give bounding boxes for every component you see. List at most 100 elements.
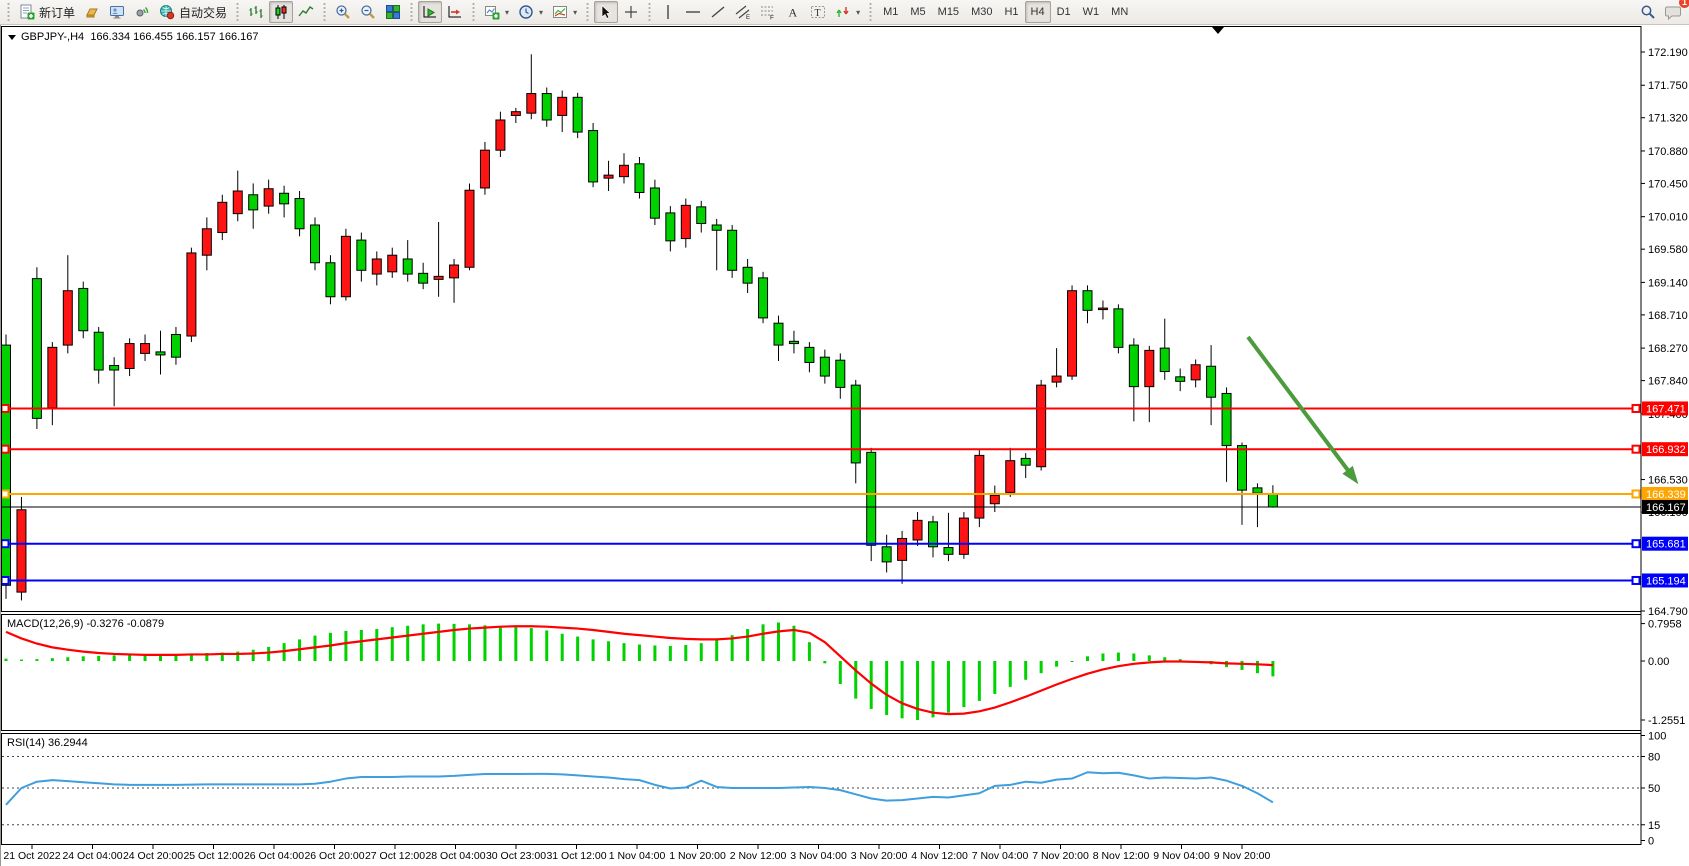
line-handle[interactable]: [1631, 539, 1641, 549]
terminal-button[interactable]: [105, 1, 129, 23]
signal-icon: [136, 7, 149, 17]
timeframe-m5-button[interactable]: M5: [904, 1, 931, 23]
new-order-button[interactable]: 新订单: [15, 1, 79, 23]
price-tick-label: 169.140: [1648, 277, 1688, 289]
timeframe-m15-button[interactable]: M15: [932, 1, 965, 23]
time-tick-label: 1 Nov 20:00: [669, 850, 726, 862]
zoom-in-button[interactable]: [331, 1, 355, 23]
rsi-indicator-label: RSI(14) 36.2944: [7, 737, 88, 749]
search-button[interactable]: [1636, 1, 1660, 23]
timeframe-m30-button[interactable]: M30: [965, 1, 998, 23]
periods-button[interactable]: ▾: [514, 1, 547, 23]
line-handle[interactable]: [1631, 489, 1641, 499]
timeframe-h4-button[interactable]: H4: [1024, 1, 1051, 23]
macd-histogram-bar: [668, 645, 672, 661]
line-handle[interactable]: [0, 539, 10, 549]
indicators-button[interactable]: ▾: [480, 1, 513, 23]
market-watch-button[interactable]: [80, 1, 104, 23]
price-axis[interactable]: 172.190 171.750 171.320 170.880 170.450 170.0…: [1640, 25, 1689, 866]
group-grip[interactable]: [471, 3, 477, 21]
macd-histogram-bar: [529, 628, 533, 661]
candle-body: [356, 239, 367, 271]
channel-tool-button[interactable]: E: [731, 1, 755, 23]
candle-body: [279, 192, 290, 205]
price-tick-label: 169.580: [1648, 244, 1688, 256]
timeframe-m1-button[interactable]: M1: [877, 1, 904, 23]
auto-trading-button[interactable]: 自动交易: [155, 1, 231, 23]
line-handle[interactable]: [1631, 575, 1641, 585]
group-grip[interactable]: [322, 3, 328, 21]
macd-histogram-bar: [390, 627, 394, 661]
time-tick-label: 24 Oct 20:00: [123, 850, 183, 862]
macd-histogram-bar: [838, 661, 842, 685]
zoom-out-button[interactable]: [356, 1, 380, 23]
gold-bar-icon: [86, 8, 98, 18]
timeframe-d1-button[interactable]: D1: [1051, 1, 1077, 23]
text-tool-button[interactable]: A: [781, 1, 805, 23]
macd-histogram-bar: [993, 661, 997, 694]
macd-histogram-bar: [1271, 661, 1275, 677]
line-handle[interactable]: [0, 403, 10, 413]
templates-button[interactable]: ▾: [548, 1, 581, 23]
bar-chart-mode-button[interactable]: [244, 1, 268, 23]
price-tick-label: 168.270: [1648, 343, 1688, 355]
group-grip[interactable]: [868, 3, 874, 21]
crosshair-tool-button[interactable]: [619, 1, 643, 23]
alerts-button[interactable]: [130, 1, 154, 23]
chart-shift-marker-icon[interactable]: [1212, 27, 1224, 34]
candle-body: [1190, 364, 1201, 381]
group-grip[interactable]: [585, 3, 591, 21]
timeframe-mn-button[interactable]: MN: [1105, 1, 1134, 23]
line-handle[interactable]: [0, 444, 10, 454]
group-grip[interactable]: [235, 3, 241, 21]
macd-tick-label: 0.7958: [1648, 619, 1682, 631]
candlestick-mode-button[interactable]: [269, 1, 294, 23]
timeframe-w1-button[interactable]: W1: [1077, 1, 1106, 23]
template-icon: [553, 6, 568, 18]
arrows-tool-button[interactable]: ▾: [831, 1, 864, 23]
toolbar-grip[interactable]: [6, 3, 11, 21]
arrow-annotation[interactable]: [1246, 335, 1359, 485]
price-tick-label: 167.840: [1648, 376, 1688, 388]
candle-body: [974, 454, 985, 519]
group-grip[interactable]: [409, 3, 415, 21]
macd-histogram-bar: [174, 653, 178, 661]
macd-histogram-bar: [97, 655, 101, 661]
main-toolbar: 新订单 自动交易: [0, 0, 1689, 25]
text-label-tool-button[interactable]: T: [806, 1, 830, 23]
line-handle[interactable]: [0, 575, 10, 585]
macd-histogram-bar: [421, 624, 425, 661]
vertical-line-tool-button[interactable]: [656, 1, 680, 23]
fibonacci-tool-button[interactable]: F: [756, 1, 780, 23]
macd-tick-label: -1.2551: [1648, 715, 1685, 727]
dropdown-caret: ▾: [856, 7, 861, 17]
one-click-trading-arrow-icon[interactable]: [8, 34, 16, 40]
macd-histogram-bar: [916, 661, 920, 720]
cursor-tool-button[interactable]: [594, 1, 619, 23]
horizontal-line-tool-button[interactable]: [681, 1, 705, 23]
candle-body: [989, 494, 1000, 505]
rsi-tick-label: 80: [1648, 752, 1660, 764]
group-grip[interactable]: [647, 3, 653, 21]
trendline-tool-button[interactable]: [706, 1, 730, 23]
chart-shift-button[interactable]: [443, 1, 467, 23]
auto-scroll-icon: [423, 6, 437, 18]
time-axis[interactable]: 21 Oct 2022 24 Oct 04:00 24 Oct 20:00 25 Oc…: [3, 845, 1270, 862]
macd-histogram-bar: [1101, 653, 1105, 661]
chat-button[interactable]: 1: [1661, 0, 1689, 23]
timeframe-h1-button[interactable]: H1: [998, 1, 1024, 23]
arrow-objects-icon: [836, 7, 849, 17]
macd-histogram-bar: [267, 646, 271, 661]
line-handle[interactable]: [0, 489, 10, 499]
dropdown-caret: ▾: [539, 7, 544, 17]
line-handle[interactable]: [1631, 444, 1641, 454]
auto-scroll-button[interactable]: [418, 1, 443, 23]
candle-body: [881, 546, 892, 563]
tile-windows-button[interactable]: [381, 1, 405, 23]
price-line-badge: [1642, 401, 1688, 416]
line-chart-mode-button[interactable]: [294, 1, 318, 23]
macd-histogram-bar: [637, 644, 641, 661]
line-handle[interactable]: [1631, 403, 1641, 413]
rsi-panel: [2, 756, 1641, 826]
